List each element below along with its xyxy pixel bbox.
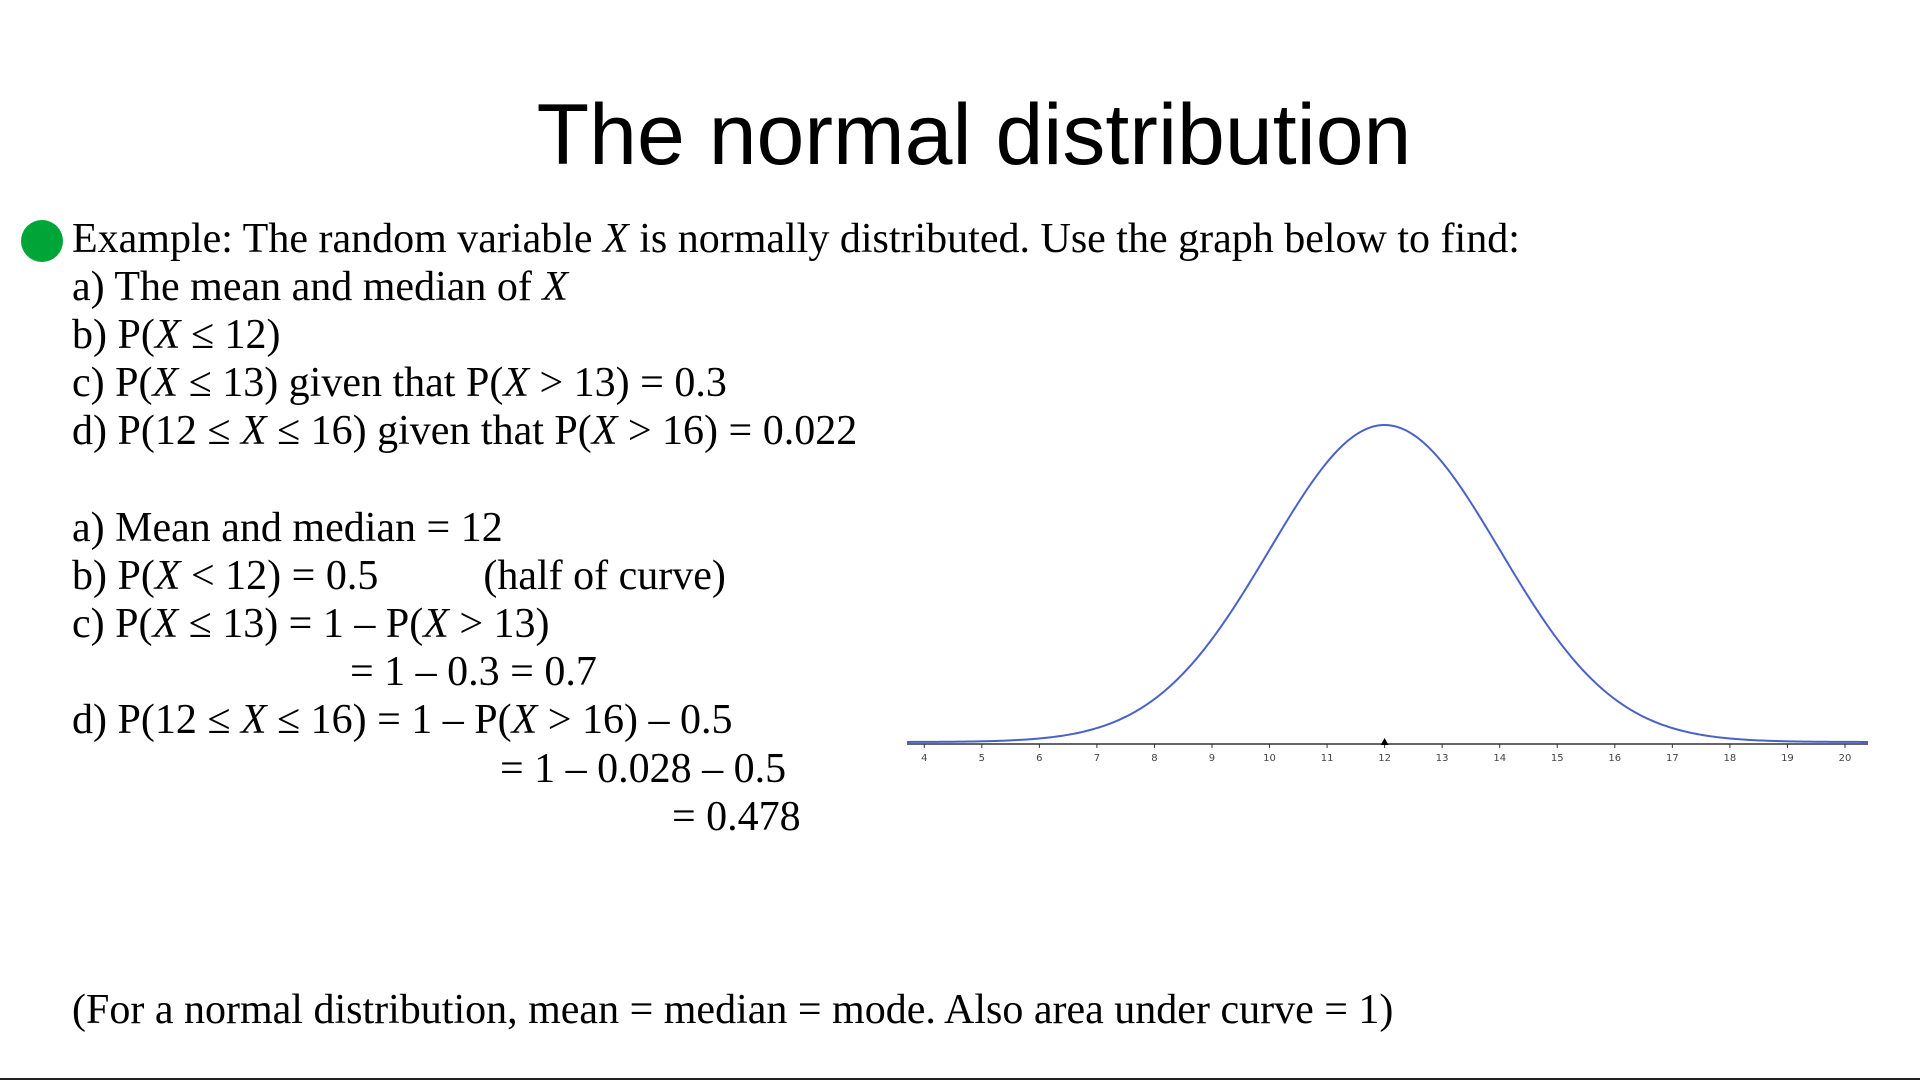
- text-segment: ≤ 13) = 1 – P(: [178, 601, 424, 647]
- answer-c-continued: = 1 – 0.3 = 0.7: [350, 648, 597, 696]
- question-b: b) P(X ≤ 12): [72, 311, 281, 359]
- text-segment: = 1 – 0.028 – 0.5: [500, 746, 787, 792]
- text-segment: c) P(: [72, 601, 153, 647]
- text-segment: ≤ 16) given that P(: [266, 408, 592, 454]
- text-segment: ≤ 16) = 1 – P(: [266, 697, 512, 743]
- x-tick-label: 19: [1781, 753, 1794, 764]
- x-tick-label: 18: [1724, 753, 1737, 764]
- question-c: c) P(X ≤ 13) given that P(X > 13) = 0.3: [72, 359, 727, 407]
- answer-a: a) Mean and median = 12: [72, 504, 503, 552]
- question-d: d) P(12 ≤ X ≤ 16) given that P(X > 16) =…: [72, 407, 857, 455]
- x-tick-label: 4: [921, 753, 927, 764]
- text-segment: d) P(12 ≤: [72, 408, 241, 454]
- answer-b: b) P(X < 12) = 0.5 (half of curve): [72, 552, 726, 600]
- normal-curve-series: [907, 423, 1868, 743]
- text-segment: b) P(: [72, 312, 155, 358]
- text-segment: < 12) = 0.5 (half of curve): [180, 553, 726, 599]
- x-tick-label: 13: [1436, 753, 1449, 764]
- variable-x: X: [591, 408, 618, 454]
- footnote: (For a normal distribution, mean = media…: [72, 986, 1393, 1034]
- variable-x: X: [240, 697, 267, 743]
- variable-x: X: [423, 601, 449, 647]
- answer-d-step-2: = 1 – 0.028 – 0.5: [500, 745, 786, 793]
- text-segment: a) Mean and median = 12: [72, 505, 503, 551]
- text-segment: > 13): [448, 601, 550, 647]
- normal-curve-chart: 4 5 6 7 8 9 10 11 12 13 14 15 16 17 18 19 20: [907, 423, 1868, 764]
- bottom-border: [0, 1078, 1920, 1080]
- answer-c: c) P(X ≤ 13) = 1 – P(X > 13): [72, 600, 550, 648]
- x-tick-label: 14: [1493, 753, 1506, 764]
- text-segment: (For a normal distribution, mean = media…: [72, 987, 1394, 1033]
- x-tick-label: 16: [1608, 753, 1621, 764]
- variable-x: X: [511, 697, 538, 743]
- text-segment: = 1 – 0.3 = 0.7: [350, 649, 597, 695]
- x-tick-label: 15: [1551, 753, 1564, 764]
- text-segment: is normally distributed. Use the graph b…: [628, 216, 1520, 262]
- variable-x: X: [603, 216, 629, 262]
- x-tick-label: 10: [1263, 753, 1276, 764]
- text-segment: = 0.478: [672, 794, 801, 840]
- x-tick-label: 20: [1839, 753, 1852, 764]
- answer-d-result: = 0.478: [672, 793, 801, 841]
- x-tick-label: 9: [1209, 753, 1215, 764]
- variable-x: X: [154, 312, 181, 358]
- variable-x: X: [542, 264, 569, 310]
- text-segment: ≤ 13) given that P(: [178, 360, 504, 406]
- bullet-dot-icon: [21, 220, 63, 262]
- variable-x: X: [152, 360, 179, 406]
- text-segment: > 16) – 0.5: [537, 697, 733, 743]
- text-segment: Example: The random variable: [72, 216, 604, 262]
- x-tick-label: 11: [1321, 753, 1334, 764]
- text-segment: > 16) = 0.022: [617, 408, 858, 454]
- variable-x: X: [152, 601, 179, 647]
- question-a: a) The mean and median of X: [72, 263, 568, 311]
- text-segment: a) The mean and median of: [72, 264, 543, 310]
- answer-d: d) P(12 ≤ X ≤ 16) = 1 – P(X > 16) – 0.5: [72, 696, 732, 744]
- text-segment: b) P(: [72, 553, 155, 599]
- text-segment: > 13) = 0.3: [528, 360, 727, 406]
- variable-x: X: [503, 360, 529, 406]
- x-tick-label: 5: [979, 753, 985, 764]
- x-tick-label: 7: [1094, 753, 1100, 764]
- example-intro-line: Example: The random variable X is normal…: [72, 215, 1520, 263]
- text-segment: c) P(: [72, 360, 153, 406]
- variable-x: X: [154, 553, 181, 599]
- variable-x: X: [240, 408, 267, 454]
- text-segment: ≤ 12): [180, 312, 281, 358]
- x-axis-ticks: 4 5 6 7 8 9 10 11 12 13 14 15 16 17 18 19 20: [921, 744, 1851, 764]
- x-tick-label: 6: [1036, 753, 1042, 764]
- mean-marker-icon: [1380, 738, 1389, 745]
- x-tick-label: 12: [1378, 753, 1391, 764]
- x-tick-label: 17: [1666, 753, 1679, 764]
- x-tick-label: 8: [1151, 753, 1157, 764]
- text-segment: d) P(12 ≤: [72, 697, 241, 743]
- slide-title: The normal distribution: [536, 87, 1412, 183]
